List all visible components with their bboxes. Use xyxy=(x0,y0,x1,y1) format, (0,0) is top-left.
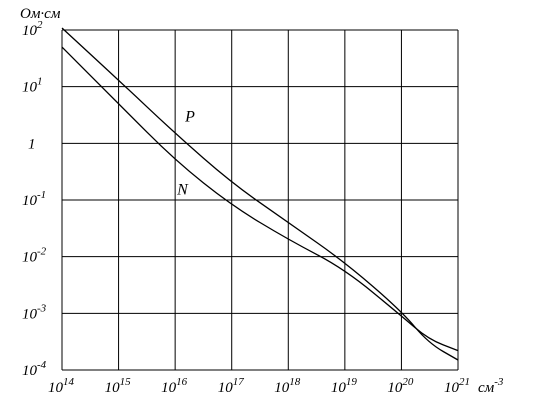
series-layer xyxy=(61,27,459,361)
x-tick-label: 1017 xyxy=(218,376,245,396)
y-tick-label: 102 xyxy=(22,19,43,39)
x-tick-label: 1018 xyxy=(274,376,301,396)
x-axis-unit-label: см-3 xyxy=(478,376,504,396)
x-tick-label: 1021 xyxy=(444,376,470,396)
x-tick-label: 1015 xyxy=(105,376,132,396)
series-label-p: P xyxy=(184,108,195,125)
y-tick-label: 10-3 xyxy=(22,302,47,322)
y-tick-label: 10-1 xyxy=(22,189,46,209)
label-layer: 1014 1015 1016 1017 1018 1019 1020 1021 см-310-4… xyxy=(20,6,504,396)
y-axis-label: Ом·см xyxy=(20,6,61,22)
x-tick-label: 1020 xyxy=(387,376,414,396)
y-tick-label: 101 xyxy=(22,76,43,96)
x-tick-label: 1019 xyxy=(331,376,358,396)
series-label-n: N xyxy=(176,181,189,198)
x-tick-label: 1014 xyxy=(48,376,75,396)
series-line-p xyxy=(61,27,459,361)
y-tick-label: 10-2 xyxy=(22,246,47,266)
y-tick-label: 10-4 xyxy=(22,359,47,379)
series-line-n xyxy=(61,46,459,352)
y-tick-label: 1 xyxy=(28,136,36,152)
grid xyxy=(61,29,459,371)
x-tick-label: 1016 xyxy=(161,376,188,396)
